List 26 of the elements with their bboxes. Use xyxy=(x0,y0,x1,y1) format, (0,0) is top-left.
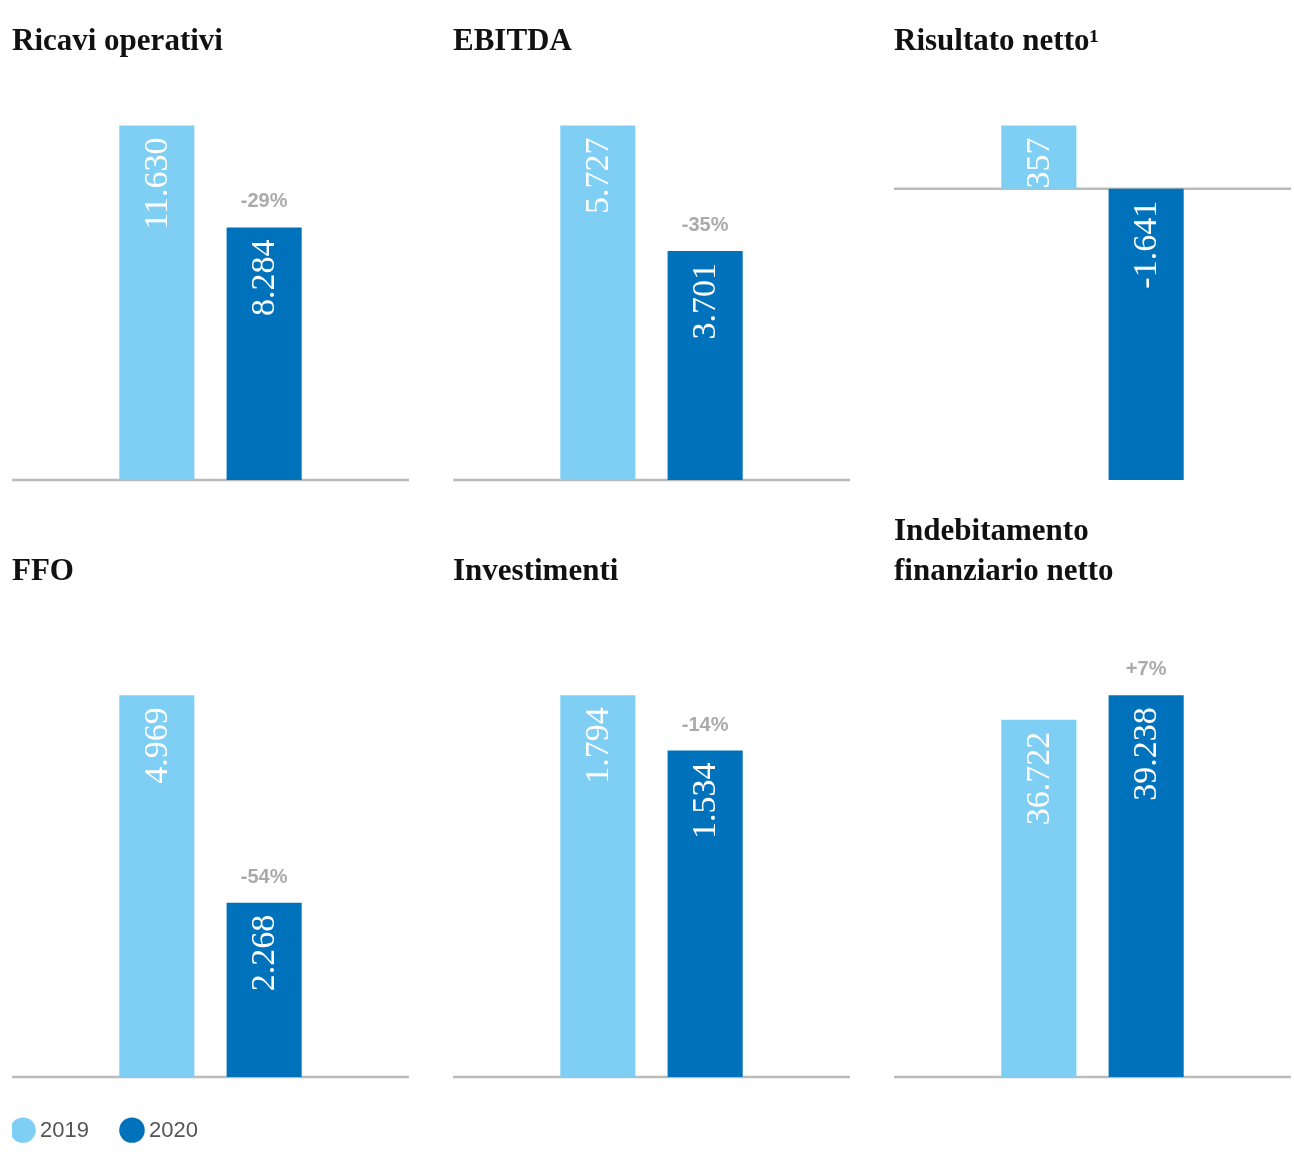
text: +7% xyxy=(1125,657,1167,680)
annotation: -54% xyxy=(240,864,288,887)
chart-title: Ricavi operativi xyxy=(12,22,224,57)
data-label: 36.722 xyxy=(1018,731,1056,826)
data-label: 3.701 xyxy=(685,262,723,340)
chart-title: EBITDA xyxy=(453,22,573,57)
data-label: 1.534 xyxy=(685,762,723,840)
legend-label: 2020 xyxy=(149,1117,198,1143)
data-label: 5.727 xyxy=(577,137,615,214)
text: finanziario netto xyxy=(894,552,1114,587)
data-label: 1.794 xyxy=(577,707,615,784)
annotation: -14% xyxy=(681,712,729,735)
data-label: -1.641 xyxy=(1126,200,1164,289)
chart-title: Investimenti xyxy=(453,552,619,587)
text: Indebitamento xyxy=(894,512,1089,547)
chart-title: FFO xyxy=(12,552,74,587)
legend-label: 2019 xyxy=(40,1117,89,1143)
data-label: 11.630 xyxy=(136,137,174,230)
data-label: 4.969 xyxy=(136,707,174,784)
annotation: -35% xyxy=(681,212,729,235)
chart-title: Risultato netto¹ xyxy=(894,22,1099,57)
data-label: 39.238 xyxy=(1126,707,1164,801)
annotation: -29% xyxy=(240,189,288,212)
data-label: 2.268 xyxy=(244,914,282,992)
data-label: 8.284 xyxy=(244,239,282,316)
data-label: 357 xyxy=(1018,137,1056,189)
